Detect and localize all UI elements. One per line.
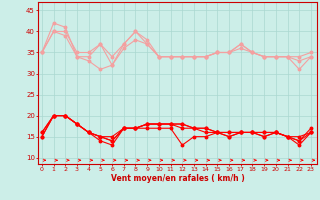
X-axis label: Vent moyen/en rafales ( km/h ): Vent moyen/en rafales ( km/h ) xyxy=(111,174,244,183)
